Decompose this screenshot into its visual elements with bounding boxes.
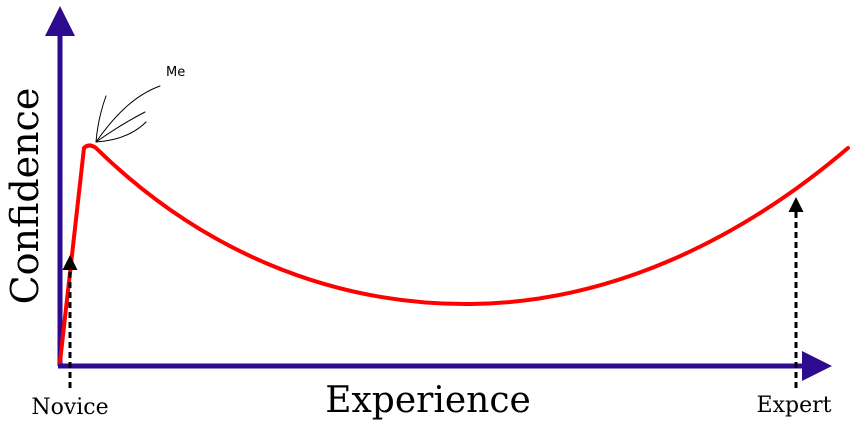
novice-label: Novice: [31, 395, 108, 420]
annotation-pointer: [95, 85, 161, 143]
y-axis-label: Confidence: [3, 88, 47, 305]
confidence-curve: [58, 143, 850, 364]
annotation-label: Me: [166, 65, 185, 80]
x-axis-label: Experience: [325, 380, 531, 421]
expert-label: Expert: [757, 393, 832, 418]
